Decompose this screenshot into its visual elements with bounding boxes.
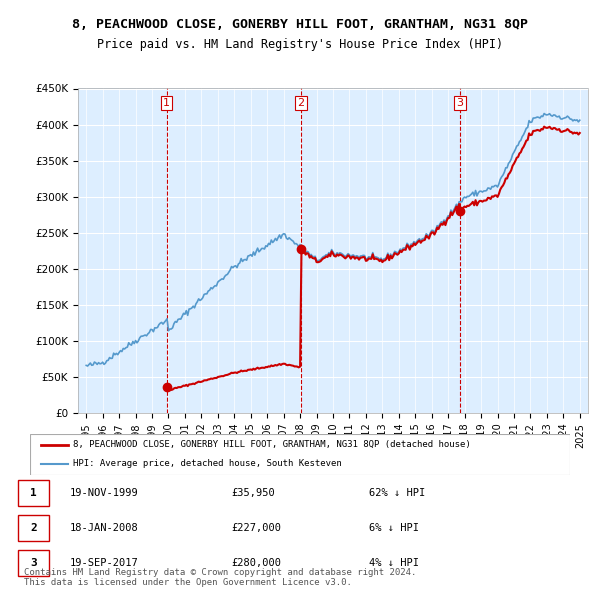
Text: £227,000: £227,000 (231, 523, 281, 533)
Text: 19-NOV-1999: 19-NOV-1999 (70, 488, 139, 498)
Text: Contains HM Land Registry data © Crown copyright and database right 2024.
This d: Contains HM Land Registry data © Crown c… (24, 568, 416, 587)
Text: Price paid vs. HM Land Registry's House Price Index (HPI): Price paid vs. HM Land Registry's House … (97, 38, 503, 51)
Text: 19-SEP-2017: 19-SEP-2017 (70, 558, 139, 568)
Text: 1: 1 (163, 98, 170, 108)
FancyBboxPatch shape (18, 515, 49, 541)
Text: 8, PEACHWOOD CLOSE, GONERBY HILL FOOT, GRANTHAM, NG31 8QP: 8, PEACHWOOD CLOSE, GONERBY HILL FOOT, G… (72, 18, 528, 31)
Text: 3: 3 (457, 98, 464, 108)
Text: 4% ↓ HPI: 4% ↓ HPI (369, 558, 419, 568)
Text: 3: 3 (30, 558, 37, 568)
Text: 2: 2 (298, 98, 304, 108)
Text: £280,000: £280,000 (231, 558, 281, 568)
Text: 2: 2 (30, 523, 37, 533)
Text: HPI: Average price, detached house, South Kesteven: HPI: Average price, detached house, Sout… (73, 459, 342, 468)
Text: 62% ↓ HPI: 62% ↓ HPI (369, 488, 425, 498)
Text: 18-JAN-2008: 18-JAN-2008 (70, 523, 139, 533)
FancyBboxPatch shape (18, 480, 49, 506)
FancyBboxPatch shape (30, 434, 570, 475)
Text: 1: 1 (30, 488, 37, 498)
Text: £35,950: £35,950 (231, 488, 275, 498)
FancyBboxPatch shape (18, 550, 49, 576)
Text: 6% ↓ HPI: 6% ↓ HPI (369, 523, 419, 533)
Text: 8, PEACHWOOD CLOSE, GONERBY HILL FOOT, GRANTHAM, NG31 8QP (detached house): 8, PEACHWOOD CLOSE, GONERBY HILL FOOT, G… (73, 440, 471, 450)
